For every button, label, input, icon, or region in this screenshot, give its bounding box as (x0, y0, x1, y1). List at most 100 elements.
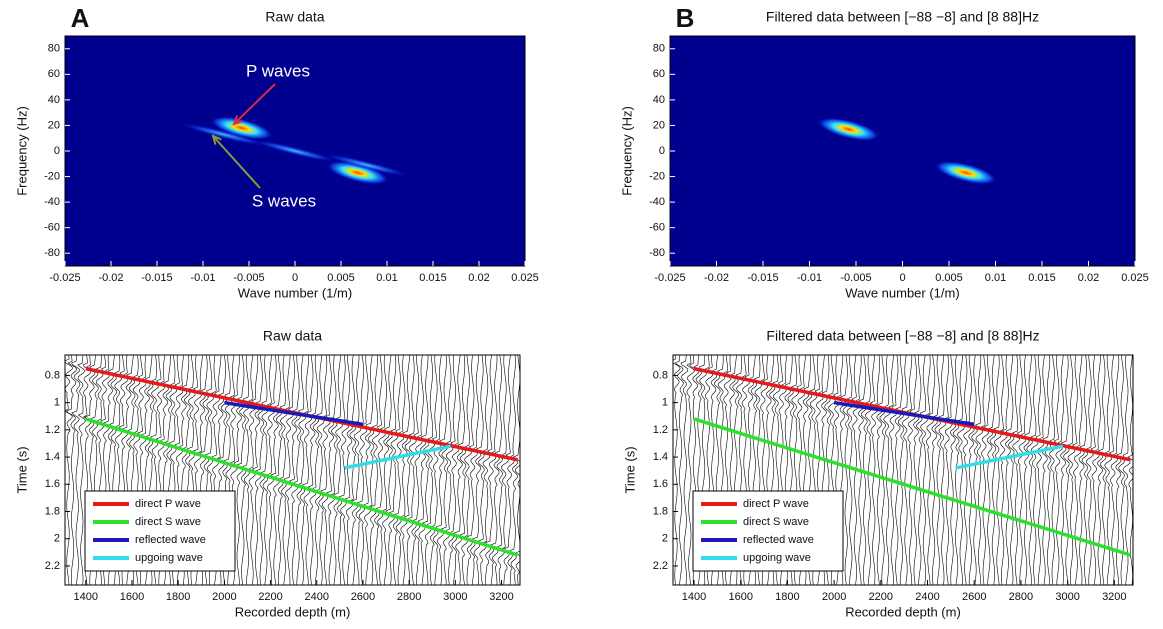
trace (398, 355, 408, 585)
legend-label: upgoing wave (743, 552, 811, 564)
x-tick-label: 2200 (869, 591, 893, 603)
trace (320, 355, 331, 585)
trace (503, 355, 515, 585)
trace (1049, 355, 1057, 585)
trace (439, 355, 450, 585)
x-tick-label: 0.005 (327, 272, 355, 284)
annotation: S waves (252, 191, 316, 210)
x-tick-label: 1400 (682, 591, 706, 603)
trace (962, 355, 971, 585)
y-tick-label: 1.4 (45, 451, 60, 463)
x-tick-label: 1600 (728, 591, 752, 603)
y-tick-label: 1.2 (45, 424, 60, 436)
trace (1127, 355, 1133, 585)
annotation: P waves (246, 61, 310, 80)
series-line (833, 400, 975, 427)
trace (1116, 355, 1125, 585)
y-tick-label: 40 (48, 94, 60, 106)
trace (273, 355, 284, 585)
trace (981, 355, 990, 585)
x-tick-label: 2600 (351, 591, 375, 603)
trace (315, 355, 325, 585)
x-tick-label: 0.005 (935, 272, 963, 284)
y-tick-label: 60 (653, 68, 665, 80)
trace (324, 355, 335, 585)
x-tick-label: 2600 (962, 591, 986, 603)
legend-label: direct S wave (135, 516, 201, 528)
trace (1090, 355, 1100, 585)
plot-area (65, 36, 525, 266)
trace (365, 355, 377, 585)
trace (255, 355, 265, 585)
trace (993, 355, 1002, 585)
y-tick-label: 0 (659, 145, 665, 157)
trace (883, 355, 891, 585)
y-tick-label: 60 (48, 68, 60, 80)
axes-frame (672, 354, 1134, 586)
trace (1086, 355, 1094, 585)
trace (680, 355, 689, 585)
trace (946, 355, 956, 585)
x-tick-label: 1400 (74, 591, 98, 603)
y-tick-label: 1.6 (653, 478, 668, 490)
trace (891, 355, 902, 585)
trace (369, 355, 380, 585)
trace (983, 355, 993, 585)
series-line (955, 444, 1064, 470)
trace (283, 355, 294, 585)
x-tick-label: 2000 (822, 591, 846, 603)
trace (895, 355, 905, 585)
x-tick-label: -0.01 (190, 272, 215, 284)
trace (66, 355, 78, 585)
x-axis-label: Wave number (1/m) (845, 285, 959, 300)
x-tick-label: -0.015 (747, 272, 778, 284)
trace (1067, 355, 1076, 585)
trace (1030, 355, 1039, 585)
y-tick-label: 0.8 (653, 369, 668, 381)
trace (278, 355, 288, 585)
x-tick-label: -0.01 (797, 272, 822, 284)
trace (1104, 355, 1113, 585)
trace (876, 355, 886, 585)
trace (913, 355, 923, 585)
trace (901, 355, 910, 585)
trace (292, 355, 303, 585)
x-tick-label: 0.025 (1121, 272, 1149, 284)
trace (356, 355, 368, 585)
axes-frame (64, 354, 521, 586)
trace (302, 355, 313, 585)
trace (1006, 355, 1015, 585)
panel-label: A (71, 3, 90, 33)
x-axis-label: Recorded depth (m) (845, 604, 961, 619)
y-tick-label: 1.2 (653, 424, 668, 436)
trace (435, 355, 445, 585)
trace (444, 355, 455, 585)
y-tick-label: 80 (48, 43, 60, 55)
trace (1122, 355, 1131, 585)
trace (269, 355, 280, 585)
x-tick-label: -0.02 (704, 272, 729, 284)
x-tick-label: -0.015 (141, 272, 172, 284)
trace (988, 355, 997, 585)
x-tick-label: 2800 (1009, 591, 1033, 603)
trace (969, 355, 978, 585)
x-tick-label: 0.02 (1078, 272, 1099, 284)
trace (888, 355, 898, 585)
y-tick-label: 1.8 (45, 505, 60, 517)
trace (674, 355, 684, 585)
trace (457, 355, 469, 585)
x-tick-label: 1800 (166, 591, 190, 603)
trace (453, 355, 464, 585)
energy-peak (934, 161, 997, 185)
trace (351, 355, 362, 585)
trace (1017, 355, 1026, 585)
trace (287, 355, 299, 585)
trace (411, 355, 423, 585)
y-tick-label: 80 (653, 43, 665, 55)
legend-label: reflected wave (135, 534, 206, 546)
trace (466, 355, 478, 585)
trace (869, 355, 879, 585)
trace (1075, 355, 1085, 585)
trace (944, 355, 953, 585)
